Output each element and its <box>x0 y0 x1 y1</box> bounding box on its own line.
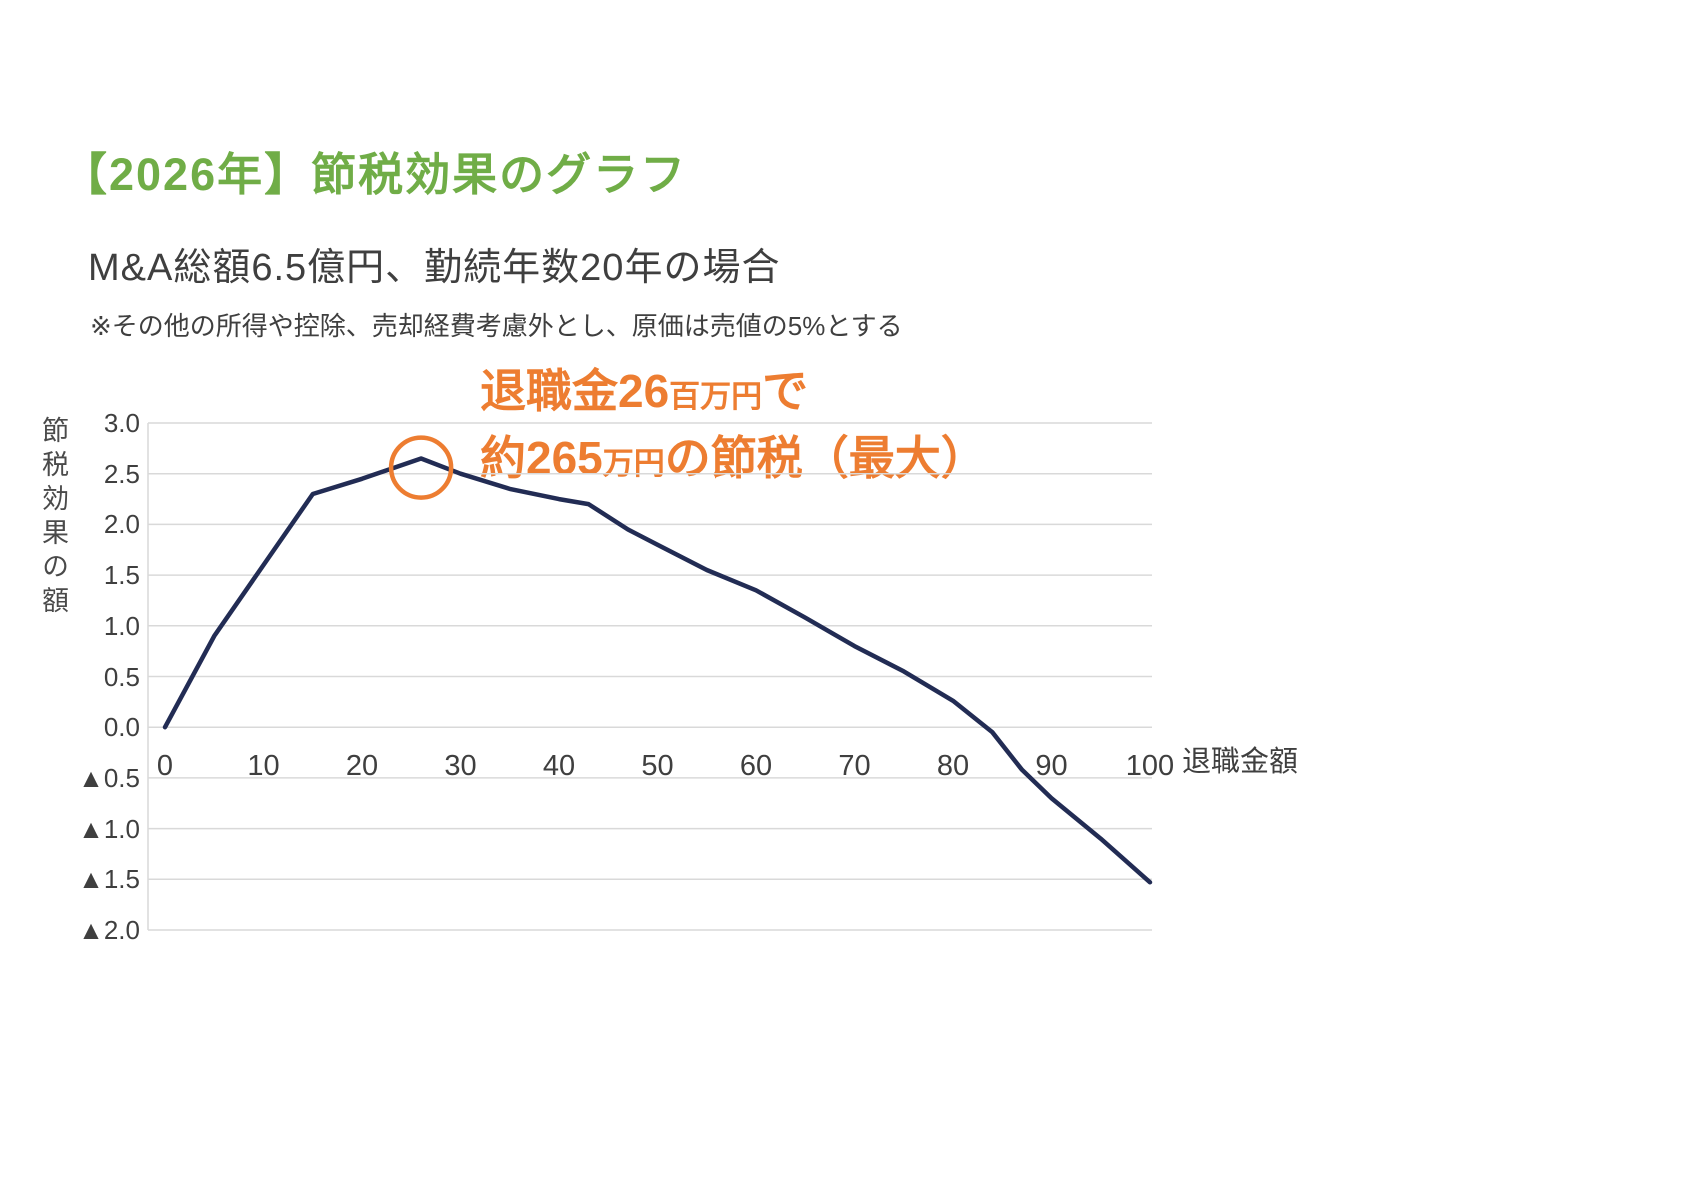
y-tick-label: ▲1.5 <box>78 864 140 895</box>
peak-annotation-line1: 退職金26百万円で <box>480 358 987 425</box>
annotation-text: 退職金26 <box>480 365 670 417</box>
annotation-text: 約265 <box>480 432 603 485</box>
chart-note: ※その他の所得や控除、売却経費考慮外とし、原価は売値の5%とする <box>90 311 903 341</box>
chart-subtitle: M&A総額6.5億円、勤続年数20年の場合 <box>88 247 781 289</box>
y-tick-label: ▲0.5 <box>78 762 140 793</box>
page-title: 【2026年】節税効果のグラフ <box>62 149 688 200</box>
peak-circle <box>388 435 454 500</box>
x-tick-label: 60 <box>739 750 773 782</box>
x-axis-title: 退職金額 <box>1182 746 1299 778</box>
y-tick-label: 2.5 <box>103 458 140 489</box>
x-tick-label: 70 <box>838 750 871 782</box>
y-tick-label: 3.0 <box>103 408 140 438</box>
annotation-text-small: 百万円 <box>669 379 763 414</box>
annotation-text: で <box>762 365 809 417</box>
y-tick-label: ▲2.0 <box>78 915 140 945</box>
x-tick-label: 20 <box>345 750 379 782</box>
y-tick-label: 0.0 <box>103 712 140 743</box>
x-tick-label: 30 <box>444 750 477 782</box>
x-tick-label: 90 <box>1035 750 1068 782</box>
peak-annotation: 退職金26百万円で 約265万円の節税（最大） <box>480 358 987 492</box>
y-tick-label: 1.5 <box>103 560 140 591</box>
x-tick-label: 50 <box>641 750 674 782</box>
annotation-text: の節税（最大） <box>664 432 987 485</box>
tax-savings-line <box>162 456 1153 885</box>
y-tick-label: ▲1.0 <box>78 813 140 844</box>
x-tick-label: 100 <box>1125 750 1175 782</box>
x-tick-label: 0 <box>156 750 174 782</box>
x-tick-label: 40 <box>542 750 576 782</box>
y-tick-label: 0.5 <box>103 661 140 692</box>
y-tick-label: 1.0 <box>103 610 140 641</box>
x-tick-label: 80 <box>936 750 970 782</box>
annotation-text-small: 万円 <box>602 446 665 482</box>
x-tick-label: 10 <box>247 750 280 782</box>
peak-annotation-line2: 約265万円の節税（最大） <box>480 425 987 492</box>
y-axis-title: 節税効果の額 <box>38 416 68 620</box>
y-tick-label: 2.0 <box>103 509 140 540</box>
